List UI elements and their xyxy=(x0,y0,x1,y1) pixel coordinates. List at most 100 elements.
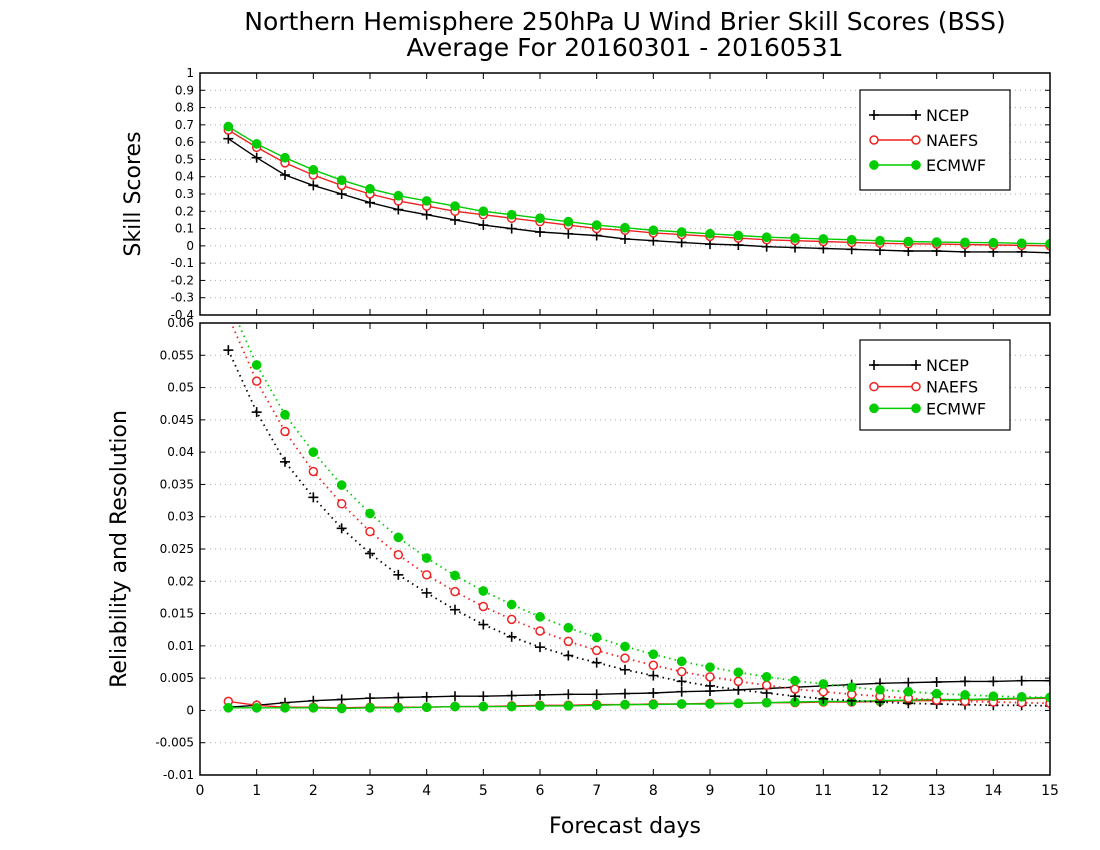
bottom-y-tick-label: 0.015 xyxy=(160,607,194,621)
bottom-ncep-resolution-point xyxy=(591,657,602,668)
bottom-naefs-resolution-line xyxy=(230,323,1050,705)
bottom-ncep-reliability-point xyxy=(478,691,489,702)
top-ecmwf-point xyxy=(280,152,290,163)
bottom-ncep-reliability-point xyxy=(591,689,602,700)
top-y-tick-label: 0.5 xyxy=(175,152,194,166)
bottom-ncep-resolution-point xyxy=(450,604,460,615)
bottom-ecmwf-resolution-point xyxy=(563,622,574,633)
chart-panels: -0.4 -0.3 -0.2 -0.1 0 0.1 0.2 0.3 0.4 0.5 0.6 0.7 0.… xyxy=(107,66,1059,799)
bottom-ncep-reliability-point xyxy=(1045,675,1050,686)
bottom-ecmwf-reliability-point xyxy=(535,701,545,711)
bottom-ecmwf-resolution-point xyxy=(875,684,885,695)
top-y-tick-label: -0.1 xyxy=(171,256,194,270)
bottom-ecmwf-reliability-point xyxy=(251,702,262,713)
legend-marker xyxy=(911,360,921,370)
top-y-tick-label: 0.8 xyxy=(175,101,194,115)
legend-marker xyxy=(869,381,879,392)
bottom-ecmwf-resolution-point xyxy=(761,672,772,682)
bottom-ncep-reliability-point xyxy=(393,692,404,703)
bottom-naefs-resolution-point xyxy=(308,466,319,477)
bottom-series-group xyxy=(223,323,1050,714)
bottom-legend-entry-naefs: NAEFS xyxy=(869,378,978,397)
top-y-tick-label: 0.3 xyxy=(175,187,194,201)
bottom-ncep-resolution-point xyxy=(676,676,687,687)
top-y-tick-label: 0.9 xyxy=(175,83,194,97)
bottom-ecmwf-reliability-point xyxy=(648,699,659,710)
bottom-ecmwf-reliability-point xyxy=(336,703,347,714)
legend-marker xyxy=(869,110,879,120)
x-tick-label: 8 xyxy=(649,783,658,799)
top-ncep-point xyxy=(620,233,630,244)
bottom-ecmwf-reliability-point xyxy=(478,701,489,712)
bottom-ncep-resolution-point xyxy=(620,664,630,675)
bottom-naefs-resolution-point xyxy=(535,626,545,636)
top-ecmwf-point xyxy=(648,225,659,236)
top-ncep-point xyxy=(393,204,404,215)
bottom-naefs-resolution-point xyxy=(563,636,574,647)
bottom-ncep-resolution-point xyxy=(421,587,432,598)
bottom-ecmwf-resolution-point xyxy=(393,532,404,543)
bottom-naefs-resolution-point xyxy=(251,376,262,386)
bottom-ecmwf-resolution-point xyxy=(535,611,545,622)
bottom-ncep-reliability-point xyxy=(1016,675,1027,686)
bottom-ncep-resolution-point xyxy=(308,492,319,503)
bottom-naefs-resolution-point xyxy=(336,499,347,509)
bottom-ecmwf-reliability-point xyxy=(620,699,630,710)
legend-label: NCEP xyxy=(926,356,969,375)
x-tick-label: 4 xyxy=(422,783,431,799)
bottom-ecmwf-resolution-point xyxy=(733,667,744,678)
bottom-ncep-reliability-point xyxy=(365,693,375,704)
bottom-ecmwf-reliability-point xyxy=(591,700,602,711)
bottom-naefs-resolution-point xyxy=(676,666,687,677)
bottom-naefs-resolution-point xyxy=(591,645,602,656)
bottom-naefs-resolution-point xyxy=(818,686,829,697)
top-ecmwf-point xyxy=(506,209,517,220)
top-ncep-point xyxy=(280,169,290,180)
bottom-legend-entry-ncep: NCEP xyxy=(869,356,969,375)
top-ecmwf-point xyxy=(960,237,970,248)
top-legend-entry-ncep: NCEP xyxy=(869,106,969,125)
bottom-naefs-resolution-point xyxy=(733,676,744,687)
bottom-ecmwf-resolution-point xyxy=(591,632,602,643)
chart-title-line1: Northern Hemisphere 250hPa U Wind Brier … xyxy=(244,7,1005,36)
top-y-tick-label: 0.6 xyxy=(175,135,194,149)
bottom-naefs-resolution-point xyxy=(393,550,404,560)
legend-label: ECMWF xyxy=(926,399,986,418)
bottom-ecmwf-reliability-point xyxy=(676,699,687,709)
bottom-ecmwf-resolution-point xyxy=(988,691,999,702)
bottom-ncep-reliability-point xyxy=(450,691,460,702)
bottom-ecmwf-resolution-point xyxy=(676,656,687,667)
top-ecmwf-point xyxy=(761,232,772,243)
top-ecmwf-point xyxy=(251,139,262,149)
x-tick-label: 2 xyxy=(309,783,318,799)
bottom-ecmwf-reliability-point xyxy=(421,702,432,713)
bottom-ecmwf-reliability-point xyxy=(223,702,234,713)
top-plot-frame xyxy=(199,72,1051,316)
bottom-y-tick-label: 0.025 xyxy=(160,542,194,556)
bottom-ecmwf-resolution-point xyxy=(365,508,375,519)
bottom-ecmwf-resolution-point xyxy=(620,641,630,652)
bottom-ncep-reliability-point xyxy=(931,677,942,688)
bottom-y-tick-label: 0.035 xyxy=(160,477,194,491)
top-ecmwf-point xyxy=(1045,238,1050,249)
bottom-ecmwf-resolution-point xyxy=(818,679,829,689)
top-ecmwf-point xyxy=(478,206,489,217)
top-ecmwf-point xyxy=(790,233,800,243)
bottom-ncep-resolution-point xyxy=(336,523,347,534)
bottom-ecmwf-resolution-point xyxy=(450,570,460,581)
legend-marker xyxy=(911,110,921,120)
top-ncep-point xyxy=(1045,247,1050,258)
bottom-ecmwf-resolution-point xyxy=(960,690,970,700)
x-tick-label: 11 xyxy=(814,783,832,799)
bottom-y-tick-label: 0.055 xyxy=(160,348,194,362)
bottom-ecmwf-resolution-point xyxy=(336,480,347,490)
top-ncep-point xyxy=(478,220,489,231)
x-tick-label: 15 xyxy=(1041,783,1059,799)
bottom-panel: -0.01 -0.005 0 0.005 0.01 0.015 0.02 0.025 0.03 0… xyxy=(107,316,1059,799)
legend-label: NAEFS xyxy=(926,378,978,397)
x-tick-label: 9 xyxy=(706,783,715,799)
bottom-y-axis-label: Reliability and Resolution xyxy=(107,410,132,688)
bottom-naefs-resolution-point xyxy=(478,601,489,612)
legend-marker xyxy=(869,360,879,370)
bottom-naefs-resolution-point xyxy=(790,684,800,694)
